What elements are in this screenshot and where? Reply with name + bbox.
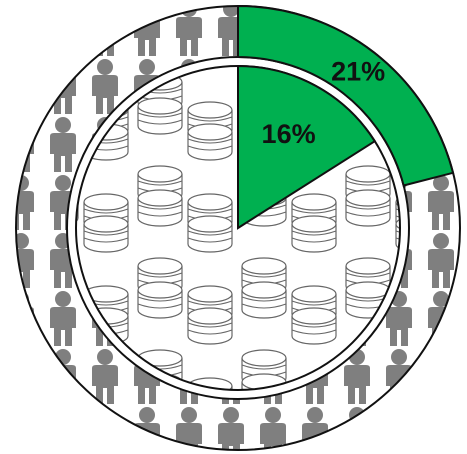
pie-slice [237, 64, 377, 230]
slice-label: 16% [262, 119, 316, 149]
pie-slice [237, 4, 455, 187]
slices: 21% 16% [237, 4, 455, 230]
slice-label: 21% [331, 56, 385, 86]
